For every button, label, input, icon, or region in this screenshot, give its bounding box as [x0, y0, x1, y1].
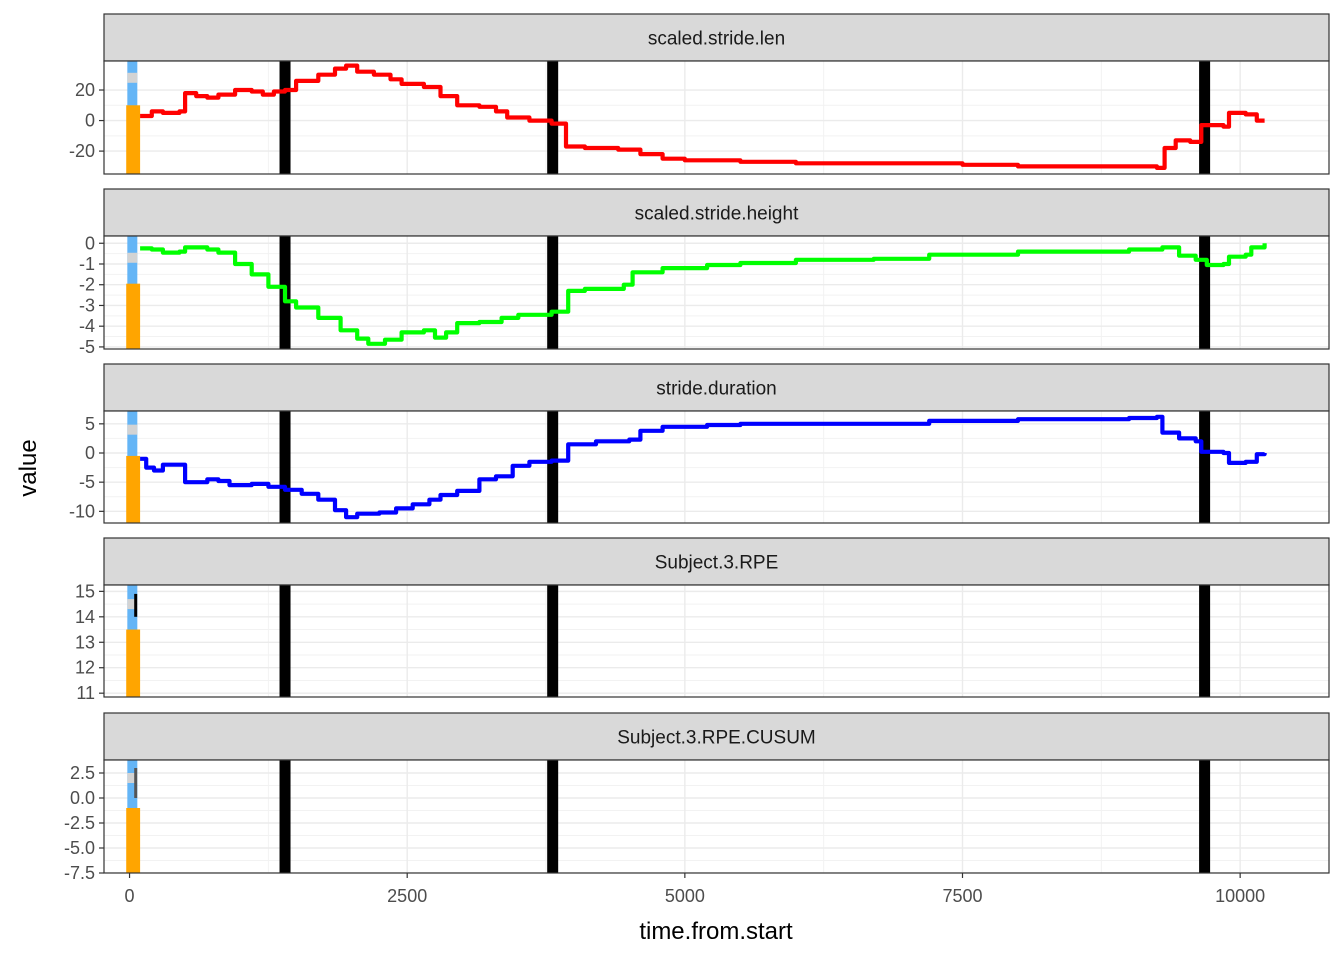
- y-tick-label: -2: [79, 275, 95, 295]
- y-tick-label: -10: [69, 501, 95, 521]
- orange-highlight-bar: [126, 283, 141, 349]
- highlight-marker: [127, 599, 138, 610]
- x-axis-title: time.from.start: [639, 918, 793, 945]
- y-axis-title: value: [15, 439, 42, 496]
- strip-label: scaled.stride.height: [635, 204, 799, 225]
- y-tick-label: -4: [79, 316, 95, 336]
- y-tick-label: -7.5: [64, 863, 95, 883]
- y-tick-label: -20: [69, 141, 95, 161]
- panel-background: [104, 760, 1329, 873]
- highlight-marker: [127, 424, 138, 435]
- panel-plot-area: [104, 61, 1329, 174]
- highlight-marker: [127, 252, 138, 263]
- panel-background: [104, 411, 1329, 523]
- strip-header: [103, 188, 1330, 237]
- panel-3: stride.duration 5 0 -5 -10: [69, 363, 1330, 524]
- panel-plot-area: [104, 760, 1329, 873]
- series-line: [140, 243, 1267, 346]
- y-tick-label: 14: [75, 607, 95, 627]
- strip-label: stride.duration: [656, 379, 776, 400]
- panel-background: [104, 236, 1329, 349]
- highlight-marker: [127, 72, 138, 83]
- y-tick-label: -3: [79, 295, 95, 315]
- strip-label: Subject.3.RPE.CUSUM: [617, 728, 816, 749]
- y-tick-label: -5.0: [64, 838, 95, 858]
- x-tick-label: 5000: [665, 886, 705, 906]
- chart-panels: scaled.stride.len200-20scaled.stride.hei…: [64, 13, 1330, 883]
- panel-plot-area: [104, 585, 1329, 697]
- series-line: [140, 63, 1265, 170]
- panel-5: Subject.3.RPE.CUSUM 2.5 0.0 -2.5 -5.0 -7.5: [64, 712, 1330, 883]
- strip-header: [103, 363, 1330, 412]
- y-tick-label: 0.0: [70, 788, 95, 808]
- panel-1: scaled.stride.len 20 0 -20: [69, 13, 1330, 175]
- panel-border: [103, 60, 1330, 175]
- orange-highlight-bar: [126, 808, 141, 873]
- x-axis: 0 2500 5000 7500 10000: [125, 873, 1265, 906]
- panel-border: [103, 584, 1330, 698]
- y-tick-label: -2.5: [64, 813, 95, 833]
- y-tick-label: 13: [75, 632, 95, 652]
- panel-border: [103, 410, 1330, 524]
- orange-highlight-bar: [126, 455, 141, 523]
- strip-header: [103, 712, 1330, 761]
- x-tick-label: 2500: [387, 886, 427, 906]
- strip-label: scaled.stride.len: [648, 29, 785, 50]
- y-tick-label: 5: [85, 414, 95, 434]
- x-tick-label: 0: [125, 886, 135, 906]
- x-tick-label: 10000: [1215, 886, 1265, 906]
- y-tick-label: 0: [85, 233, 95, 253]
- panel-plot-area: [104, 411, 1329, 523]
- y-tick-label: -5: [79, 472, 95, 492]
- strip-header: [103, 537, 1330, 586]
- panel-2: scaled.stride.height 0-1-2-3-4-5: [79, 188, 1330, 357]
- orange-highlight-bar: [126, 105, 141, 174]
- x-tick-label: 7500: [942, 886, 982, 906]
- y-tick-label: 20: [75, 80, 95, 100]
- panel-4: Subject.3.RPE 15 14 13 12 11: [75, 537, 1330, 703]
- strip-label: Subject.3.RPE: [655, 553, 779, 574]
- y-tick-label: 11: [76, 683, 95, 703]
- y-tick-label: 0: [85, 443, 95, 463]
- highlight-marker: [127, 773, 138, 783]
- series-line: [140, 414, 1267, 520]
- panel-border: [103, 759, 1330, 874]
- y-tick-label: 2.5: [70, 763, 95, 783]
- y-tick-label: 15: [75, 581, 95, 601]
- y-tick-label: -1: [79, 254, 95, 274]
- y-tick-label: 12: [75, 658, 95, 678]
- panel-plot-area: [104, 236, 1329, 349]
- orange-highlight-bar: [126, 629, 141, 697]
- strip-header: [103, 13, 1330, 62]
- y-tick-label: 0: [85, 111, 95, 131]
- y-tick-label: -5: [79, 337, 95, 357]
- panel-border: [103, 235, 1330, 350]
